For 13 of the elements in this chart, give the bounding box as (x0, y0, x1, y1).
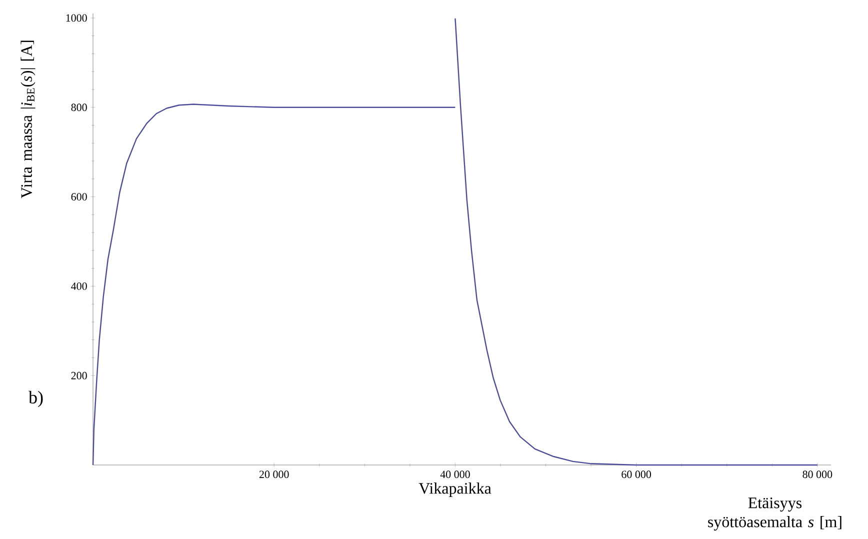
x-tick-label: 40 000 (440, 470, 470, 478)
y-tick-label: 600 (71, 193, 87, 200)
y-tick-label: 200 (71, 372, 87, 380)
x-tick-label: 80 000 (802, 470, 832, 478)
y-axis-title: Virta maassa |i$_{BE}$(s)| [A] (20, 40, 36, 198)
text: b) (28, 390, 43, 408)
y-tick-label: 1000 (66, 14, 87, 22)
x-axis-title: Etäisyys syöttöasemalta s [m] (708, 498, 842, 531)
y-tick-label: 400 (71, 282, 87, 290)
x-tick-label: 60 000 (622, 470, 652, 478)
y-tick-label: 800 (71, 104, 87, 112)
x-tick-label: 20 000 (259, 470, 289, 478)
text: Vikapaikka (418, 482, 492, 498)
